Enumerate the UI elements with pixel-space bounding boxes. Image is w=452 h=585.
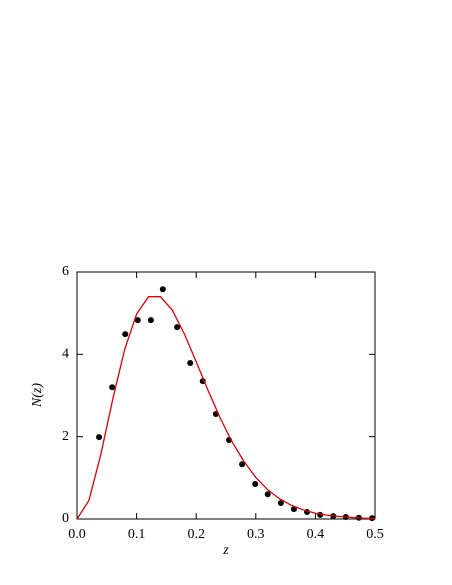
data-point — [147, 317, 154, 324]
data-point — [159, 286, 166, 293]
x-tick-label: 0.1 — [128, 527, 146, 542]
data-point — [277, 499, 284, 506]
data-point — [290, 506, 297, 513]
y-tick-label: 4 — [62, 347, 69, 362]
data-point — [96, 434, 103, 441]
x-tick-label: 0.2 — [187, 527, 205, 542]
x-tick-label: 0.5 — [366, 527, 384, 542]
plot-frame — [76, 271, 376, 520]
data-point — [252, 481, 259, 488]
y-tick-label: 0 — [62, 511, 69, 526]
data-point — [109, 384, 116, 391]
x-tick-label: 0.0 — [68, 527, 86, 542]
y-tick-label: 6 — [62, 264, 69, 279]
model-curve — [76, 296, 376, 520]
data-point — [174, 324, 181, 331]
x-tick-label: 0.4 — [307, 527, 325, 542]
x-axis-label: z — [222, 543, 229, 558]
data-point — [264, 491, 271, 498]
data-point — [187, 359, 194, 366]
y-tick-label: 2 — [62, 429, 69, 444]
data-point — [239, 461, 246, 468]
data-point — [122, 331, 129, 338]
y-axis-label: N(z) — [30, 383, 45, 408]
data-point — [134, 317, 141, 324]
x-tick-label: 0.3 — [247, 527, 265, 542]
